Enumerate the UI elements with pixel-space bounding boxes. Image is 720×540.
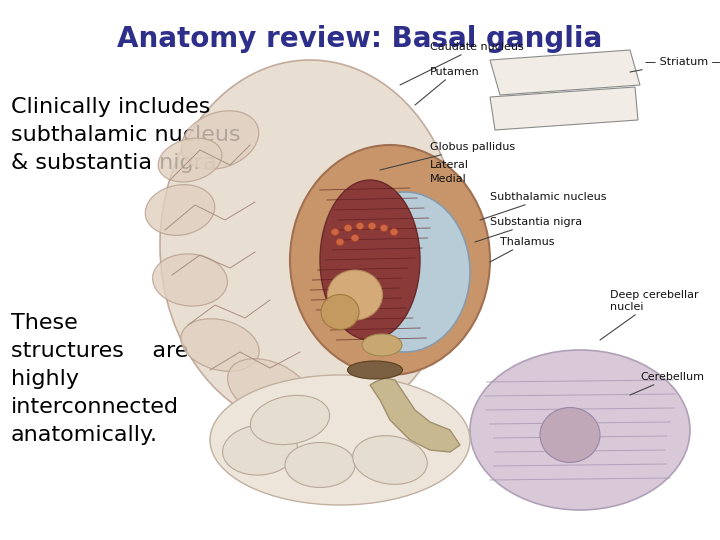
Text: Lateral: Lateral <box>430 160 469 170</box>
Ellipse shape <box>210 375 470 505</box>
Ellipse shape <box>353 436 427 484</box>
Polygon shape <box>490 87 638 130</box>
Text: Putamen: Putamen <box>415 67 480 105</box>
Text: Cerebellum: Cerebellum <box>630 372 704 395</box>
Ellipse shape <box>285 442 355 488</box>
Ellipse shape <box>470 350 690 510</box>
Ellipse shape <box>362 334 402 356</box>
Ellipse shape <box>368 222 376 230</box>
Text: Thalamus: Thalamus <box>490 237 554 262</box>
Text: Anatomy review: Basal ganglia: Anatomy review: Basal ganglia <box>117 25 603 53</box>
Ellipse shape <box>340 192 470 352</box>
Ellipse shape <box>153 254 228 306</box>
Text: Subthalamic nucleus: Subthalamic nucleus <box>480 192 606 220</box>
Ellipse shape <box>348 361 402 379</box>
Ellipse shape <box>336 239 344 246</box>
Ellipse shape <box>390 228 398 235</box>
Ellipse shape <box>328 270 382 320</box>
Text: Substantia nigra: Substantia nigra <box>475 217 582 242</box>
Ellipse shape <box>331 228 339 235</box>
Ellipse shape <box>344 225 352 232</box>
Text: Clinically includes
subthalamic nucleus
& substantia nigra: Clinically includes subthalamic nucleus … <box>11 97 240 173</box>
Text: Medial: Medial <box>430 174 467 184</box>
Ellipse shape <box>321 294 359 329</box>
Ellipse shape <box>228 359 312 421</box>
Ellipse shape <box>145 185 215 235</box>
Ellipse shape <box>320 180 420 340</box>
Ellipse shape <box>181 319 259 372</box>
Text: These
structures    are
highly
interconnected
anatomically.: These structures are highly interconnect… <box>11 313 188 445</box>
Polygon shape <box>370 378 460 452</box>
Ellipse shape <box>158 138 222 182</box>
Text: Globus pallidus: Globus pallidus <box>380 142 515 170</box>
Ellipse shape <box>251 395 330 444</box>
Ellipse shape <box>356 222 364 230</box>
Text: Deep cerebellar
nuclei: Deep cerebellar nuclei <box>600 291 698 340</box>
Text: Caudate nucleus: Caudate nucleus <box>400 42 523 85</box>
Ellipse shape <box>540 408 600 462</box>
Ellipse shape <box>181 111 258 169</box>
Text: — Striatum —: — Striatum — <box>630 57 720 72</box>
Ellipse shape <box>351 234 359 241</box>
Ellipse shape <box>160 60 460 430</box>
Ellipse shape <box>222 425 297 475</box>
Polygon shape <box>490 50 640 95</box>
Ellipse shape <box>290 145 490 375</box>
Ellipse shape <box>380 225 388 232</box>
